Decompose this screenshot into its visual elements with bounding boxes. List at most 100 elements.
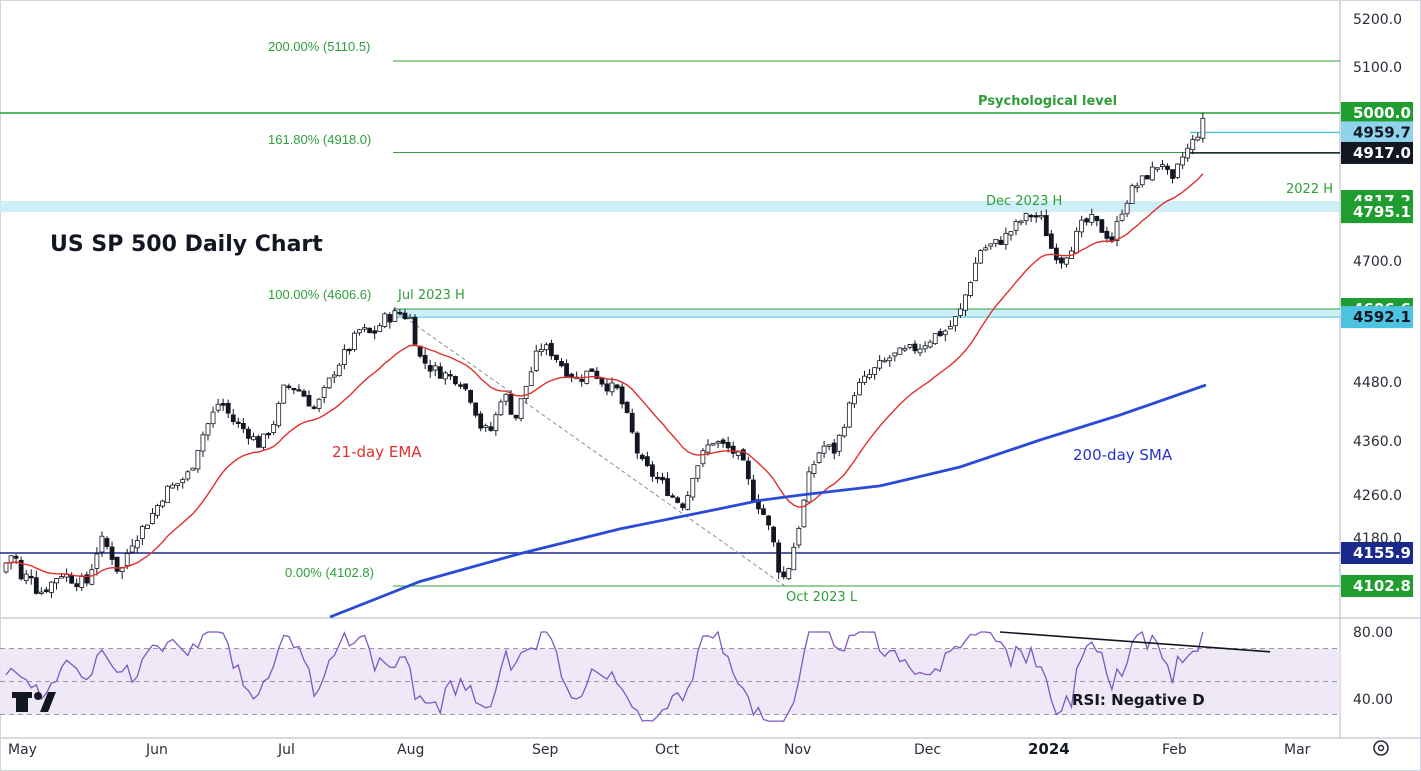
fib-retrace-diagonal — [392, 308, 786, 587]
candle-body — [907, 344, 913, 348]
candle-body — [463, 383, 468, 390]
candle-body — [296, 389, 302, 392]
candle-body — [331, 374, 337, 378]
candle-body — [407, 316, 413, 320]
time-tick: Aug — [397, 742, 424, 758]
candle-body — [710, 443, 716, 446]
candle-body — [564, 363, 569, 377]
candle-body — [857, 382, 862, 396]
price-badge — [1341, 121, 1413, 144]
candle-body — [776, 542, 782, 573]
candle-body — [624, 401, 630, 413]
candle-body — [1160, 164, 1165, 167]
candle-body — [1180, 156, 1186, 166]
candle-body — [796, 528, 802, 546]
time-tick: Oct — [655, 742, 680, 758]
candle-body — [44, 589, 49, 593]
candle-body — [215, 403, 221, 411]
candle-body — [862, 375, 867, 383]
ema-label: 21-day EMA — [332, 443, 422, 461]
candle-body — [23, 573, 29, 581]
candle-body — [841, 426, 847, 437]
candle-body — [372, 330, 378, 334]
candle-body — [1028, 214, 1034, 218]
candle-body — [887, 357, 893, 362]
candle-body — [680, 503, 686, 509]
candle-body — [801, 499, 807, 528]
candle-body — [528, 371, 534, 386]
candle-body — [266, 432, 272, 436]
candle-body — [225, 402, 231, 414]
price-badge — [1341, 102, 1413, 124]
time-tick: Sep — [532, 742, 559, 758]
candle-body — [1190, 139, 1196, 151]
candle-body — [670, 495, 675, 498]
candle-body — [1059, 257, 1064, 264]
time-tick: 2024 — [1028, 740, 1070, 758]
candle-body — [397, 311, 403, 315]
ema-21-line — [5, 173, 1204, 578]
candle-body — [165, 485, 171, 504]
candle-body — [730, 445, 736, 454]
candle-body — [276, 403, 282, 427]
candle-body — [129, 545, 135, 553]
candle-body — [791, 546, 797, 571]
candle-body — [695, 465, 701, 479]
candle-body — [968, 282, 973, 296]
candle-body — [543, 344, 549, 351]
candle-body — [761, 508, 766, 515]
fib-label-100: 100.00% (4606.6) — [268, 287, 371, 302]
price-badge-text: 4917.0 — [1353, 144, 1411, 162]
candle-body — [49, 581, 54, 593]
candle-body — [932, 333, 938, 345]
candle-body — [927, 341, 933, 348]
candle-body — [155, 505, 160, 516]
candle-body — [594, 370, 600, 379]
candle-body — [18, 559, 24, 580]
candle-body — [33, 577, 39, 594]
candle-body — [771, 526, 776, 543]
label-oct-2023-low: Oct 2023 L — [786, 590, 858, 605]
candle-body — [897, 347, 903, 355]
candle-body — [655, 476, 660, 480]
candle-body — [185, 471, 191, 480]
candle-body — [1129, 185, 1135, 204]
candle-body — [912, 343, 918, 352]
fib-label-0: 0.00% (4102.8) — [285, 565, 374, 580]
candle-body — [508, 394, 514, 415]
candle-body — [281, 384, 287, 404]
candle-body — [1139, 175, 1145, 186]
candle-body — [271, 423, 277, 433]
candle-body — [786, 568, 792, 580]
candle-body — [705, 444, 711, 453]
candle-body — [210, 411, 216, 425]
candle-body — [205, 423, 211, 436]
candle-body — [523, 385, 529, 399]
candle-body — [286, 385, 292, 388]
candle-body — [559, 361, 564, 367]
candle-body — [367, 327, 373, 334]
rsi-tick: 40.00 — [1353, 692, 1393, 708]
candle-body — [150, 512, 155, 525]
candle-body — [54, 578, 59, 584]
candle-body — [947, 326, 953, 330]
candle-body — [629, 412, 635, 433]
candle-body — [109, 546, 115, 560]
price-badge-text: 5000.0 — [1353, 104, 1411, 122]
candle-body — [240, 422, 246, 430]
price-badge — [1341, 542, 1413, 564]
candle-body — [1114, 220, 1120, 241]
time-tick: Nov — [784, 742, 811, 758]
candle-body — [442, 372, 448, 380]
candle-body — [362, 327, 367, 330]
candle-body — [94, 553, 100, 569]
candle-body — [538, 349, 544, 353]
candle-body — [973, 262, 978, 282]
candle-body — [988, 243, 994, 247]
time-tick: Feb — [1162, 742, 1187, 758]
gear-icon[interactable] — [1373, 740, 1389, 756]
candle-body — [1064, 257, 1069, 265]
time-tick: Jun — [145, 742, 168, 758]
sma-200-line — [329, 383, 1207, 619]
candle-body — [1084, 218, 1090, 223]
